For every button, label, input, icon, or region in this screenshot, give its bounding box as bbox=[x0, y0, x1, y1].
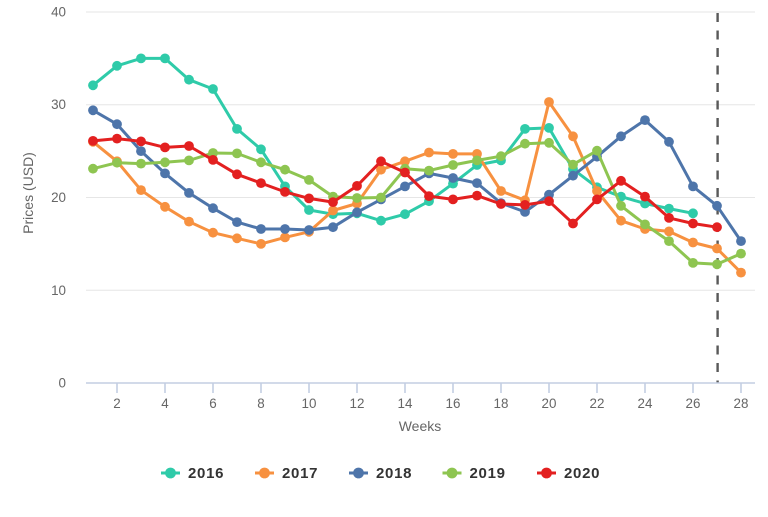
svg-text:16: 16 bbox=[446, 396, 461, 411]
svg-text:12: 12 bbox=[350, 396, 365, 411]
svg-text:2017: 2017 bbox=[282, 465, 318, 482]
svg-text:24: 24 bbox=[638, 396, 653, 411]
svg-text:Prices (USD): Prices (USD) bbox=[20, 152, 36, 234]
svg-text:14: 14 bbox=[398, 396, 413, 411]
svg-text:2018: 2018 bbox=[376, 465, 412, 482]
svg-text:10: 10 bbox=[51, 283, 66, 298]
svg-text:2: 2 bbox=[113, 396, 120, 411]
svg-text:8: 8 bbox=[257, 396, 264, 411]
svg-text:30: 30 bbox=[51, 97, 66, 112]
svg-text:18: 18 bbox=[494, 396, 509, 411]
svg-text:20: 20 bbox=[51, 190, 66, 205]
svg-text:40: 40 bbox=[51, 5, 66, 20]
svg-text:20: 20 bbox=[542, 396, 557, 411]
svg-text:0: 0 bbox=[59, 376, 66, 391]
svg-text:28: 28 bbox=[734, 396, 749, 411]
svg-text:Weeks: Weeks bbox=[399, 418, 442, 434]
svg-text:2019: 2019 bbox=[470, 465, 506, 482]
svg-text:26: 26 bbox=[686, 396, 701, 411]
svg-text:6: 6 bbox=[209, 396, 216, 411]
svg-text:22: 22 bbox=[590, 396, 605, 411]
svg-text:2016: 2016 bbox=[188, 465, 224, 482]
svg-text:10: 10 bbox=[302, 396, 317, 411]
svg-text:4: 4 bbox=[161, 396, 169, 411]
svg-text:2020: 2020 bbox=[564, 465, 600, 482]
